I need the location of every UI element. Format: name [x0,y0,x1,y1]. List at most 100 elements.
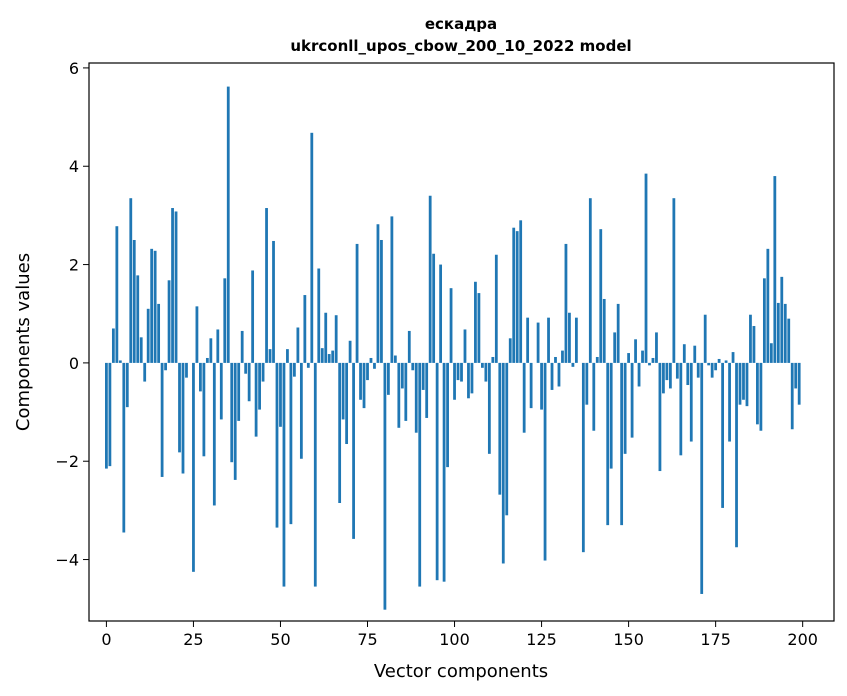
bar-167 [686,362,690,386]
bar-115 [505,362,509,516]
bar-159 [658,362,662,472]
bar-184 [745,362,749,407]
bar-4 [118,360,122,363]
bar-17 [164,362,167,371]
bar-68 [341,362,345,420]
bar-189 [762,278,766,363]
bar-6 [125,362,129,408]
bar-43 [254,362,258,437]
bar-127 [547,317,550,363]
bar-122 [529,362,533,409]
bar-130 [557,362,561,387]
bar-65 [331,350,335,363]
bar-132 [564,243,568,363]
bar-40 [244,362,248,374]
bar-197 [790,362,794,430]
bar-97 [442,362,446,582]
bar-51 [282,362,286,587]
bar-175 [714,362,718,371]
y-axis: −4 −2 0 2 4 6 [55,59,89,570]
bar-188 [759,362,763,431]
bar-135 [574,317,578,363]
bar-168 [689,362,693,442]
bar-185 [749,314,752,363]
bar-71 [352,362,355,539]
bar-106 [474,281,477,363]
bar-67 [338,362,342,503]
x-tick-label: 200 [787,630,818,649]
bar-64 [327,354,331,363]
y-tick-label: −2 [55,452,79,471]
bar-69 [345,362,349,445]
bar-3 [115,226,119,363]
bar-30 [209,338,213,363]
bar-183 [742,362,745,400]
bar-124 [536,322,540,363]
bar-77 [373,362,376,369]
chart-title-line-1: ескадра [425,15,497,33]
bars-group [105,86,801,610]
bar-52 [286,349,289,363]
bar-11 [143,362,147,382]
bar-107 [477,293,481,363]
bar-12 [146,308,150,363]
bar-103 [463,329,467,363]
bar-29 [205,357,209,363]
bar-46 [265,208,268,363]
bar-137 [581,362,585,553]
bar-75 [366,362,369,381]
bar-38 [237,362,241,421]
bar-178 [724,360,728,363]
bar-160 [662,362,665,394]
bar-86 [404,362,408,421]
bar-7 [129,198,133,363]
bar-126 [543,362,547,561]
bar-57 [303,295,307,363]
bar-182 [738,362,742,405]
bar-31 [212,362,216,506]
bar-139 [588,198,592,363]
bar-73 [359,362,362,400]
bar-58 [306,362,310,368]
bar-91 [421,362,425,390]
bar-33 [219,362,223,420]
bar-37 [233,362,237,480]
bar-150 [627,353,630,363]
bar-62 [320,348,324,363]
bar-162 [668,362,672,389]
bar-85 [400,362,404,389]
bar-140 [592,362,596,431]
bar-70 [348,340,352,363]
bar-169 [693,345,697,363]
bar-32 [216,329,220,363]
bar-34 [223,278,227,363]
bar-180 [731,352,735,363]
bar-18 [167,280,171,363]
bar-50 [279,362,282,427]
bar-15 [157,303,161,363]
x-tick-label: 125 [526,630,557,649]
bar-8 [132,239,136,363]
bar-99 [449,288,453,363]
bar-105 [470,362,474,394]
bar-179 [728,362,731,442]
bar-82 [390,216,394,363]
bar-194 [780,276,784,363]
bar-21 [178,362,181,453]
bar-117 [512,227,516,363]
bar-89 [414,362,418,433]
plot-frame [88,62,835,622]
bar-56 [299,362,303,459]
bar-96 [439,264,443,363]
x-tick-label: 75 [357,630,377,649]
bar-177 [721,362,724,508]
bar-163 [672,198,676,363]
bar-161 [665,362,669,381]
bar-23 [185,362,188,378]
bar-154 [641,350,644,363]
x-axis-label: Vector components [374,661,548,682]
x-tick-label: 175 [700,630,731,649]
y-tick-label: 0 [69,354,79,373]
